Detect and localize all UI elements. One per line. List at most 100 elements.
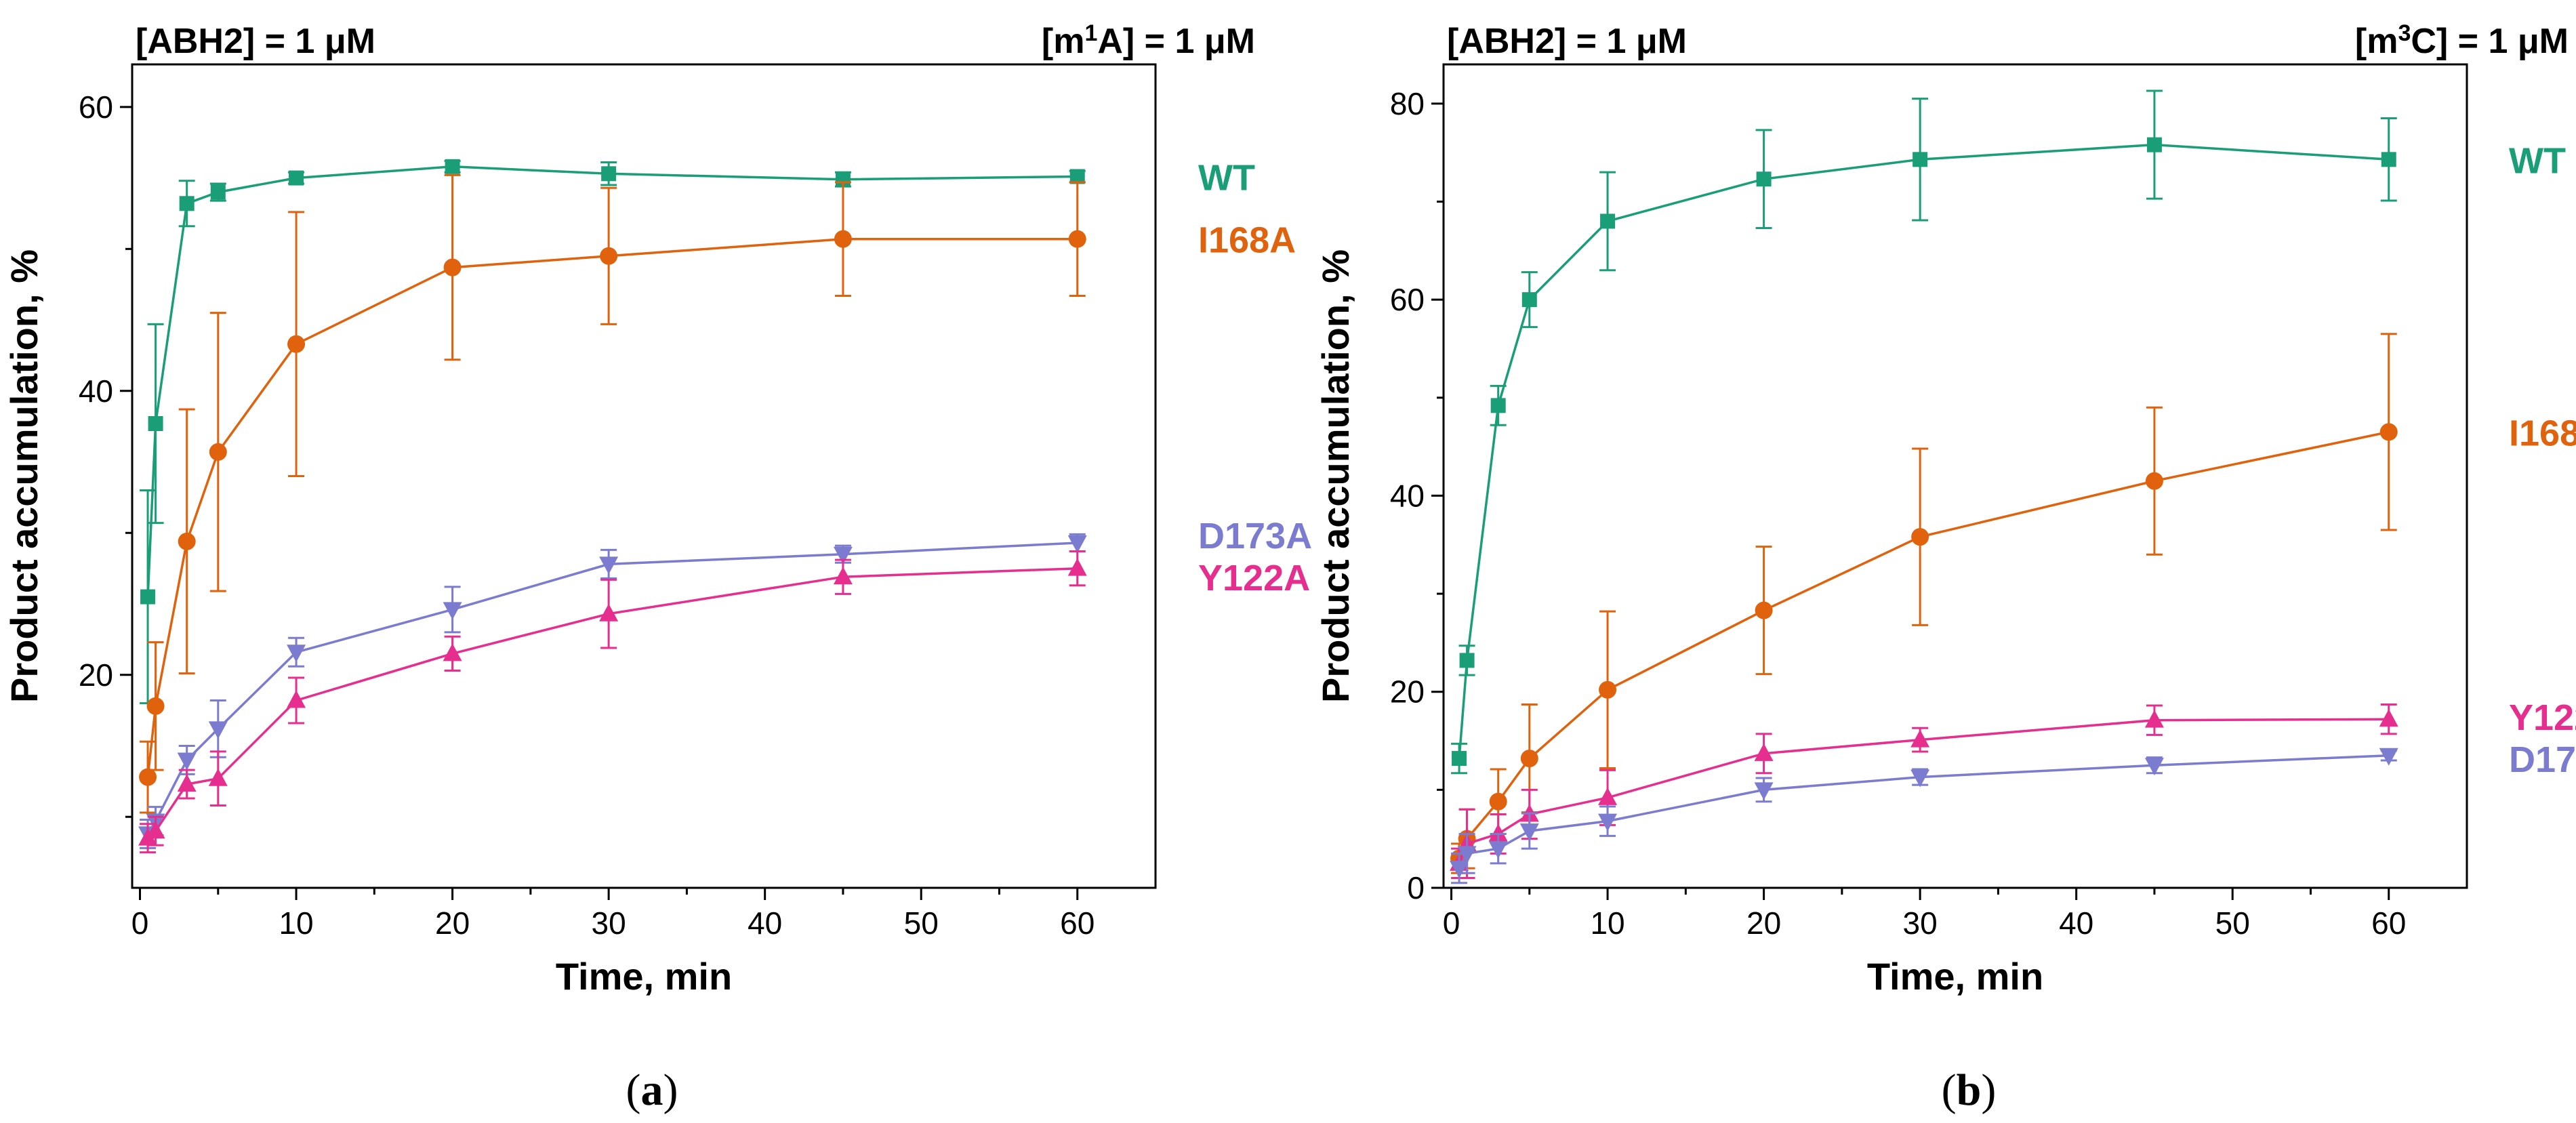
chart-b-point-i168a <box>1911 528 1929 546</box>
chart-b-annotation-left: [ABH2] = 1 μM <box>1447 22 1687 61</box>
panel-label-b: (b) <box>1942 1065 1997 1115</box>
chart-b-series-d173a <box>1450 748 2398 884</box>
chart-b-point-d173a <box>1910 769 1930 788</box>
chart-b-point-y122a <box>1910 729 1930 748</box>
chart-a-y-tick-label: 60 <box>79 89 113 125</box>
chart-a-point-i168a <box>600 247 618 265</box>
chart-b-point-wt <box>1756 171 1772 187</box>
chart-a-point-i168a <box>209 443 227 461</box>
chart-a-point-y122a <box>1067 558 1087 576</box>
chart-a-series-label-wt: WT <box>1198 157 1255 198</box>
chart-a-point-wt <box>601 166 617 182</box>
chart-b-point-wt <box>1600 213 1616 229</box>
chart-a-point-wt <box>445 159 460 174</box>
chart-b-point-y122a <box>2379 709 2398 727</box>
chart-b-y-tick-label: 80 <box>1390 86 1425 121</box>
chart-b-y-tick-label: 60 <box>1390 282 1425 317</box>
chart-a-point-i168a <box>178 532 196 550</box>
chart-a-point-d173a <box>208 721 228 739</box>
chart-b-point-d173a <box>1598 813 1618 832</box>
chart-a-point-wt <box>210 184 226 200</box>
chart-a-y-tick-label: 40 <box>79 373 113 409</box>
chart-b-x-tick-label: 30 <box>1903 905 1938 941</box>
chart-b-point-i168a <box>1755 601 1773 619</box>
chart-b-series-label-i168a: I168A <box>2509 413 2576 453</box>
chart-b-point-wt <box>1521 292 1537 308</box>
chart-a-x-tick-label: 60 <box>1060 905 1095 941</box>
chart-b-annotation-right: [m3C] = 1 μM <box>2355 20 2569 61</box>
chart-b-point-d173a <box>1754 782 1774 800</box>
chart-a-point-i168a <box>834 230 852 248</box>
chart-a-x-tick-label: 10 <box>279 905 313 941</box>
chart-a-x-axis-title: Time, min <box>556 955 732 998</box>
chart-b-point-wt <box>1452 751 1467 767</box>
chart-b-point-d173a <box>1457 846 1477 864</box>
chart-b-point-d173a <box>1450 861 1469 879</box>
chart-a-point-wt <box>289 170 304 186</box>
chart-panel-b: [ABH2] = 1 μM [m3C] = 1 μM 0 10 20 30 40 50 60… <box>1314 20 2576 1115</box>
chart-panel-a: [ABH2] = 1 μM [m1A] = 1 μM 0 10 20 30 40 50 60… <box>3 20 1312 1115</box>
chart-b-point-d173a <box>2144 758 2164 776</box>
chart-a-point-d173a <box>833 546 853 565</box>
chart-a-x-tick-label: 40 <box>748 905 782 941</box>
chart-a-point-wt <box>140 589 156 605</box>
chart-b-point-y122a <box>1598 787 1618 805</box>
chart-b-point-i168a <box>1520 750 1538 768</box>
chart-a-point-wt <box>179 196 195 211</box>
chart-a-y-tick-label: 20 <box>79 657 113 693</box>
chart-a-point-i168a <box>146 697 165 715</box>
chart-a-y-axis-title: Product accumulation, % <box>3 249 45 703</box>
chart-a-plot-frame <box>131 63 1157 889</box>
chart-b-point-i168a <box>2379 423 2398 441</box>
chart-a-point-wt <box>1069 169 1085 184</box>
chart-a-point-y122a <box>287 690 306 708</box>
chart-b-y-tick-label: 0 <box>1407 870 1425 905</box>
chart-a-point-i168a <box>287 335 306 353</box>
chart-a-point-y122a <box>599 603 619 621</box>
chart-b-point-i168a <box>2145 472 2163 490</box>
chart-a-point-d173a <box>443 602 462 620</box>
chart-b-point-wt <box>1459 653 1475 668</box>
chart-b-x-tick-label: 50 <box>2215 905 2250 941</box>
chart-a-point-i168a <box>139 768 157 786</box>
chart-a-point-d173a <box>1067 535 1087 553</box>
chart-b-x-tick-label: 10 <box>1590 905 1624 941</box>
chart-a-point-y122a <box>443 643 462 661</box>
chart-a-point-wt <box>148 415 163 431</box>
chart-a-point-d173a <box>287 645 306 663</box>
chart-b-point-d173a <box>1488 841 1508 859</box>
chart-a-x-tick-label: 50 <box>904 905 939 941</box>
chart-b-point-wt <box>1490 398 1506 413</box>
chart-b-x-tick-label: 20 <box>1746 905 1781 941</box>
chart-b-y-axis-title: Product accumulation, % <box>1314 249 1357 703</box>
chart-b-series-wt <box>1451 89 2397 775</box>
chart-a-point-y122a <box>833 567 853 585</box>
chart-b-x-tick-label: 40 <box>2059 905 2093 941</box>
chart-b-y-tick-label: 40 <box>1390 478 1425 513</box>
chart-b-point-y122a <box>1754 743 1774 761</box>
chart-b-series-y122a <box>1450 703 2398 880</box>
chart-a-annotation-right: [m1A] = 1 μM <box>1042 20 1255 61</box>
chart-a-point-y122a <box>177 774 197 792</box>
chart-b-point-i168a <box>1599 680 1617 699</box>
chart-a-point-d173a <box>177 752 197 771</box>
chart-b-series-label-y122a: Y122A <box>2509 697 2576 738</box>
chart-b-plot-frame <box>1442 63 2468 889</box>
chart-b-x-tick-label: 60 <box>2371 905 2406 941</box>
chart-a-series-wt <box>140 159 1086 705</box>
chart-b-point-wt <box>1913 152 1928 167</box>
chart-b-y-tick-label: 20 <box>1390 674 1425 710</box>
chart-b-point-y122a <box>2144 710 2164 728</box>
chart-a-series-label-i168a: I168A <box>1198 220 1296 261</box>
chart-a-x-tick-label: 20 <box>435 905 470 941</box>
chart-b-series-label-d173a: D173A <box>2509 739 2576 780</box>
chart-b-point-wt <box>2146 137 2162 152</box>
chart-a-point-i168a <box>1068 230 1086 248</box>
chart-a-x-tick-label: 30 <box>592 905 626 941</box>
chart-a-point-d173a <box>599 556 619 575</box>
chart-b-series-label-wt: WT <box>2509 140 2566 181</box>
chart-a-point-i168a <box>443 258 462 277</box>
chart-a-annotation-left: [ABH2] = 1 μM <box>136 22 375 61</box>
chart-a-point-y122a <box>146 821 165 839</box>
